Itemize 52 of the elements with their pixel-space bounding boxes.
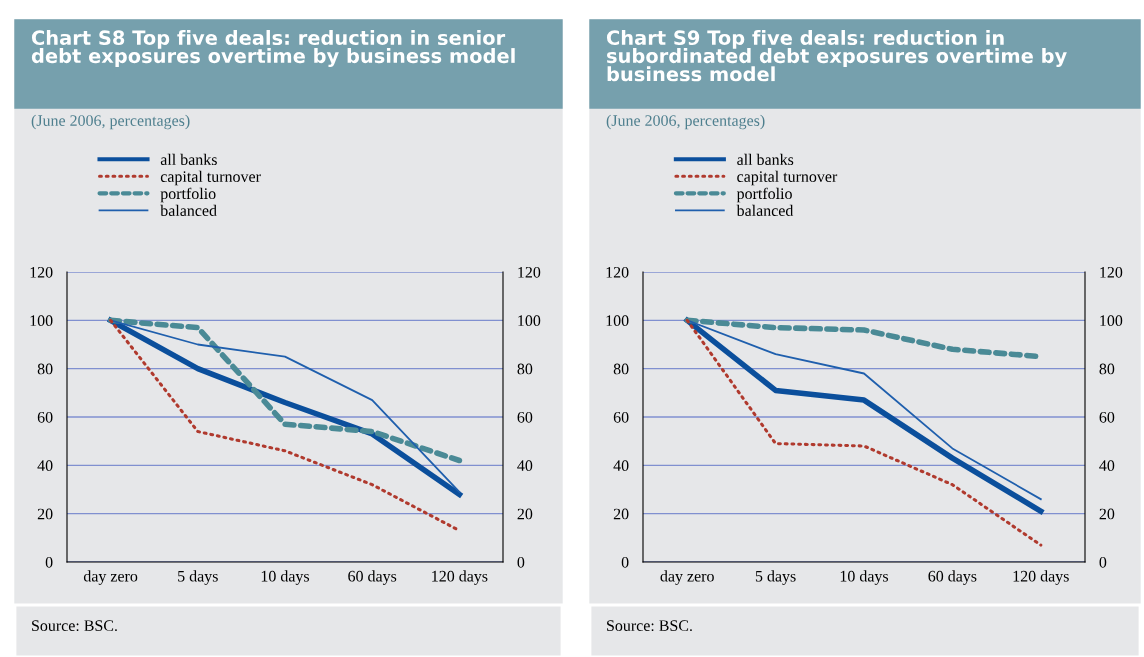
source-note: Source: BSC. <box>607 620 692 632</box>
y-tick-label: 100 <box>606 315 629 327</box>
y-tick-label: 0 <box>621 556 629 568</box>
legend-label: capital turnover <box>160 170 261 186</box>
x-tick-label: 10 days <box>261 570 310 585</box>
y2-tick-label: 60 <box>517 411 533 423</box>
y-tick-label: 60 <box>613 411 629 423</box>
x-tick-label: 60 days <box>928 570 977 585</box>
chart-title: Chart S9 Top five deals: reduction in subordinated debt exposures overtime by business model <box>606 30 1067 82</box>
legend-label: portfolio <box>736 187 792 203</box>
x-tick-label: day zero <box>83 570 138 585</box>
y-tick-label: 60 <box>37 411 53 423</box>
x-tick-label: 120 days <box>1013 570 1069 585</box>
y-tick-label: 40 <box>37 460 53 472</box>
y2-tick-label: 20 <box>517 508 533 520</box>
legend-label: portfolio <box>160 187 216 203</box>
x-tick-label: 10 days <box>840 570 889 585</box>
chart-title: Chart S8 Top five deals: reduction in senior debt exposures overtime by business model <box>31 30 515 68</box>
y-tick-label: 20 <box>37 508 53 520</box>
y2-tick-label: 20 <box>1099 508 1115 520</box>
y-tick-label: 0 <box>45 556 53 568</box>
y-tick-label: 120 <box>30 266 53 278</box>
y2-tick-label: 100 <box>518 315 541 327</box>
y2-tick-label: 40 <box>1099 460 1115 472</box>
legend-label: all banks <box>737 153 794 166</box>
y2-tick-label: 120 <box>1100 266 1123 278</box>
legend-label: balanced <box>160 204 217 217</box>
chart-subtitle: (June 2006, percentages) <box>31 114 190 130</box>
y2-tick-label: 100 <box>1100 315 1123 327</box>
y2-tick-label: 80 <box>517 363 533 375</box>
y2-tick-label: 40 <box>517 460 533 472</box>
x-tick-label: 60 days <box>348 570 397 585</box>
y2-tick-label: 80 <box>1099 363 1115 375</box>
x-tick-label: 120 days <box>432 570 488 585</box>
y2-tick-label: 0 <box>517 556 525 568</box>
legend-label: all banks <box>160 153 217 166</box>
y2-tick-label: 0 <box>1099 556 1107 568</box>
chart-subtitle: (June 2006, percentages) <box>606 114 765 130</box>
x-tick-label: 5 days <box>755 570 796 585</box>
y-tick-label: 100 <box>30 315 53 327</box>
x-tick-label: 5 days <box>178 570 218 585</box>
y2-tick-label: 60 <box>1099 411 1115 423</box>
source-note: Source: BSC. <box>32 620 117 632</box>
x-tick-label: day zero <box>660 570 714 585</box>
y-tick-label: 80 <box>37 363 53 375</box>
y-tick-label: 120 <box>606 266 629 278</box>
y-tick-label: 40 <box>613 460 629 472</box>
y-tick-label: 80 <box>613 363 629 375</box>
legend-label: capital turnover <box>737 170 838 186</box>
legend-label: balanced <box>736 204 794 217</box>
y2-tick-label: 120 <box>518 266 541 278</box>
y-tick-label: 20 <box>613 508 629 520</box>
